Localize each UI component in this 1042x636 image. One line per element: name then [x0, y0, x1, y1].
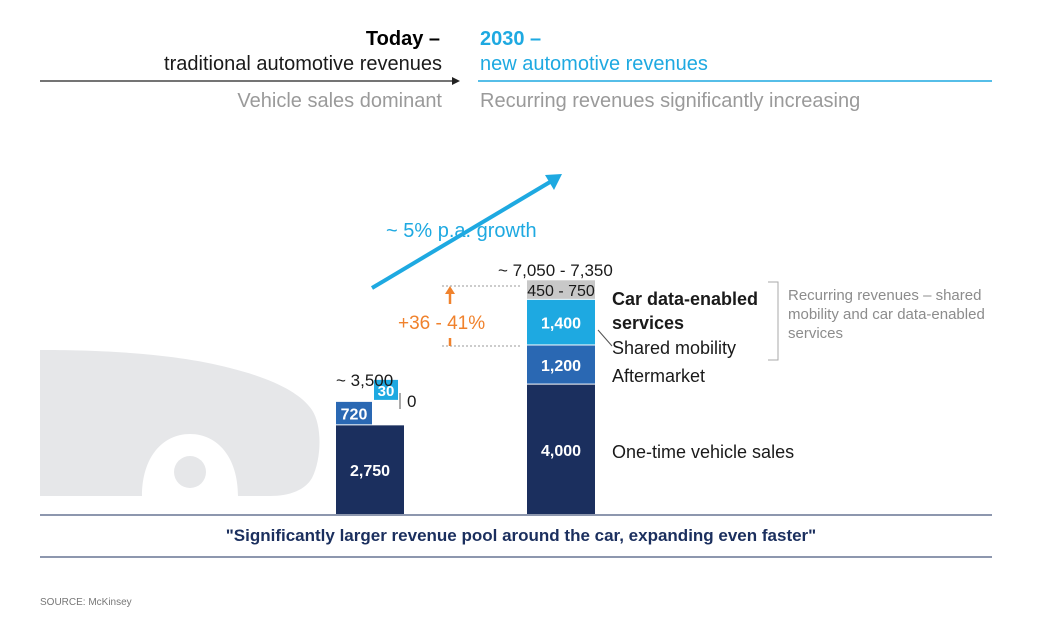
bar-labels-group: 2,750 720 30 4,000 1,200 1,400 450 - 750	[341, 283, 595, 480]
total-today: ~ 3,500	[336, 371, 394, 390]
header-arrow-head	[452, 77, 460, 85]
total-2030: ~ 7,050 - 7,350	[498, 261, 613, 280]
bar-label-2030-3: 450 - 750	[527, 283, 595, 300]
bar-segment-today-0	[336, 425, 404, 514]
legend-shared-mobility: Shared mobility	[612, 338, 737, 358]
bar-segment-today-shared-mobility	[374, 379, 398, 400]
legend-aftermarket: Aftermarket	[612, 366, 706, 386]
bar-label-2030-1: 1,200	[541, 358, 581, 375]
bar-label-today-1: 720	[341, 407, 368, 424]
growth-arrow-line	[370, 180, 552, 290]
bar-segment-2030-1	[527, 345, 595, 384]
future-note: Recurring revenues significantly increas…	[480, 90, 861, 112]
bar-label-today-0: 2,750	[350, 463, 390, 480]
bar-segment-2030-2	[527, 299, 595, 345]
increase-label: +36 - 41%	[398, 313, 486, 334]
future-subtitle: new automotive revenues	[480, 53, 708, 75]
today-data-services-value: 0	[407, 392, 417, 411]
legend-one-time-sales: One-time vehicle sales	[612, 442, 795, 462]
growth-arrow-head	[545, 174, 562, 190]
legend-car-data-services: Car data-enabled services	[612, 289, 759, 333]
bar-label-2030-2: 1,400	[541, 316, 581, 333]
car-silhouette	[40, 350, 320, 498]
today-subtitle: traditional automotive revenues	[164, 53, 442, 75]
future-title: 2030 –	[480, 28, 542, 50]
increase-arrow-head	[445, 286, 455, 294]
bar-label-today-shared-mobility: 30	[378, 383, 395, 400]
today-title: Today –	[365, 28, 440, 50]
today-note: Vehicle sales dominant	[237, 90, 442, 112]
bar-label-2030-0: 4,000	[541, 443, 581, 460]
recurring-revenues-note: Recurring revenues – shared mobility and…	[788, 287, 985, 342]
shared-leader	[597, 329, 613, 347]
bar-segment-2030-0	[527, 384, 595, 514]
recurring-bracket	[768, 281, 779, 361]
growth-label: ~ 5% p.a. growth	[386, 220, 537, 242]
source-note: SOURCE: McKinsey	[40, 597, 132, 608]
bar-segment-2030-3	[527, 280, 595, 299]
summary-quote: "Significantly larger revenue pool aroun…	[225, 526, 817, 545]
bar-segment-today-1	[336, 401, 372, 425]
bars-group	[336, 280, 595, 514]
